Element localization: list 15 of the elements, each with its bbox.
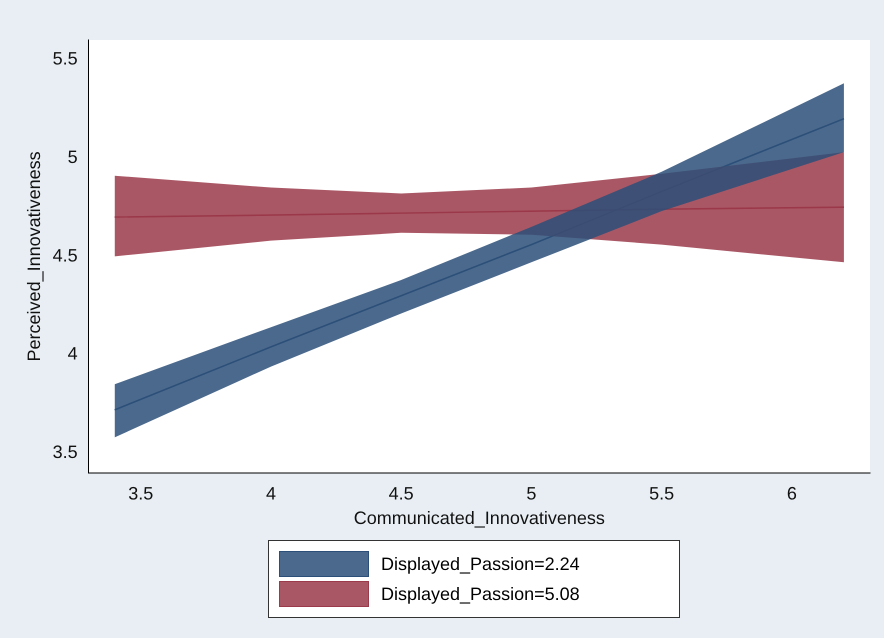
y-tick-label: 5: [68, 147, 78, 168]
y-tick-label: 4.5: [52, 245, 78, 266]
y-tick-label: 4: [68, 344, 78, 364]
x-axis-title: Communicated_Innovativeness: [354, 508, 605, 528]
y-tick-label: 3.5: [52, 442, 78, 462]
y-axis-title: Perceived_Innovativeness: [24, 151, 44, 362]
legend-label: Displayed_Passion=2.24: [381, 554, 580, 574]
x-tick-label: 5.5: [649, 484, 674, 504]
y-tick-label: 5.5: [52, 48, 78, 69]
legend-label: Displayed_Passion=5.08: [381, 584, 580, 604]
x-tick-label: 5: [526, 484, 536, 504]
x-tick-label: 6: [786, 484, 797, 504]
x-tick-label: 4: [266, 484, 276, 504]
x-tick-label: 4.5: [388, 484, 414, 504]
x-tick-label: 3.5: [128, 484, 154, 504]
